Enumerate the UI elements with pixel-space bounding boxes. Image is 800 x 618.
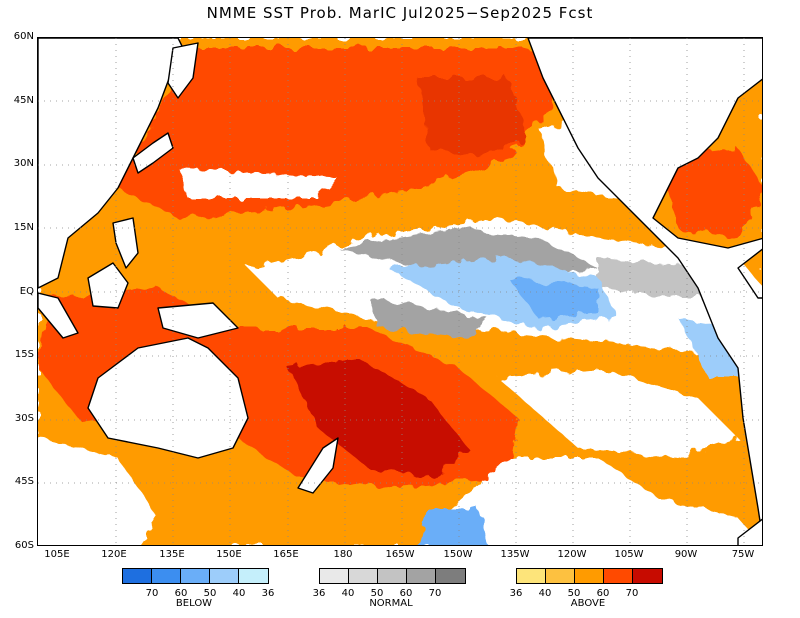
philippines-islands bbox=[112, 217, 139, 269]
swatch-below-40 bbox=[210, 569, 239, 583]
swatch-above-60 bbox=[604, 569, 633, 583]
lon-label-90w: 90W bbox=[674, 549, 698, 560]
legend-normal-tick: 36 bbox=[312, 588, 326, 599]
map-title: NMME SST Prob. MarIC Jul2025−Sep2025 Fcs… bbox=[206, 4, 594, 22]
south-indian-white-area bbox=[38, 438, 158, 545]
legend-normal-tick: 40 bbox=[341, 588, 355, 599]
legend-normal-tick: 70 bbox=[428, 588, 442, 599]
lon-label-150e: 150E bbox=[216, 549, 242, 560]
legend-above-label: ABOVE bbox=[570, 598, 606, 609]
legend-normal: 36 40 50 60 70 NORMAL bbox=[313, 568, 466, 609]
legend-normal-tick: 50 bbox=[370, 588, 384, 599]
legend-below-tick: 50 bbox=[203, 588, 217, 599]
legend-below: 70 60 50 40 36 BELOW bbox=[122, 568, 274, 609]
equatorial-strong-below-region bbox=[508, 278, 598, 318]
gulf-of-alaska-warm-region bbox=[418, 78, 528, 158]
south-equatorial-normal-region bbox=[368, 298, 488, 338]
lon-label-165w: 165W bbox=[385, 549, 415, 560]
lat-label-45s: 45S bbox=[14, 476, 34, 487]
new-zealand-islands bbox=[297, 437, 339, 494]
legend-above-tick: 40 bbox=[538, 588, 552, 599]
swatch-normal-36 bbox=[320, 569, 349, 583]
lon-label-150w: 150W bbox=[443, 549, 473, 560]
sumatra-island bbox=[38, 292, 79, 339]
swatch-normal-70 bbox=[436, 569, 465, 583]
legend-normal-tick: 60 bbox=[399, 588, 413, 599]
swatch-above-36 bbox=[517, 569, 546, 583]
swatch-above-70 bbox=[633, 569, 662, 583]
lon-label-105w: 105W bbox=[614, 549, 644, 560]
lon-label-180: 180 bbox=[333, 549, 353, 560]
lon-label-135e: 135E bbox=[159, 549, 185, 560]
lat-label-15s: 15S bbox=[14, 349, 34, 360]
south-pacific-strong-warm-region bbox=[288, 358, 468, 478]
lon-label-120e: 120E bbox=[101, 549, 127, 560]
legend-below-swatches bbox=[122, 568, 269, 584]
lat-label-15n: 15N bbox=[13, 222, 34, 233]
kamchatka-landmass bbox=[167, 42, 199, 99]
lat-label-60s: 60S bbox=[14, 540, 34, 551]
borneo-island bbox=[87, 262, 129, 309]
subtropical-white-band bbox=[178, 168, 338, 198]
new-guinea-island bbox=[157, 302, 239, 339]
swatch-below-60 bbox=[152, 569, 181, 583]
legend-below-label: BELOW bbox=[175, 598, 213, 609]
legend-below-tick: 70 bbox=[145, 588, 159, 599]
legend-above-tick: 50 bbox=[567, 588, 581, 599]
lon-label-75w: 75W bbox=[731, 549, 755, 560]
lon-label-120w: 120W bbox=[557, 549, 587, 560]
lat-label-30s: 30S bbox=[14, 413, 34, 424]
legend-below-tick: 40 bbox=[232, 588, 246, 599]
legend-normal-label: NORMAL bbox=[369, 598, 413, 609]
lon-label-165e: 165E bbox=[273, 549, 299, 560]
lat-label-eq: EQ bbox=[19, 286, 34, 297]
lat-label-45n: 45N bbox=[13, 95, 34, 106]
southern-ocean-white-area bbox=[419, 458, 762, 545]
lon-label-135w: 135W bbox=[500, 549, 530, 560]
se-pacific-white-area bbox=[498, 368, 738, 458]
lat-label-60n: 60N bbox=[13, 31, 34, 42]
japan-islands bbox=[132, 132, 174, 174]
sst-probability-map bbox=[37, 37, 763, 546]
legend-above-tick: 36 bbox=[509, 588, 523, 599]
australia-landmass bbox=[87, 337, 249, 459]
legend-above: 36 40 50 60 70 ABOVE bbox=[510, 568, 663, 609]
southern-ocean-below-region bbox=[418, 508, 488, 545]
map-canvas bbox=[38, 38, 762, 545]
swatch-below-70 bbox=[123, 569, 152, 583]
swatch-below-36 bbox=[239, 569, 268, 583]
legend-above-swatches bbox=[516, 568, 663, 584]
legend-above-tick: 60 bbox=[596, 588, 610, 599]
swatch-below-50 bbox=[181, 569, 210, 583]
swatch-normal-50 bbox=[378, 569, 407, 583]
north-america-landmass bbox=[527, 38, 762, 539]
graticule bbox=[38, 38, 762, 545]
antarctic-tip bbox=[737, 518, 762, 545]
legend-below-tick: 36 bbox=[261, 588, 275, 599]
legend-normal-swatches bbox=[319, 568, 466, 584]
legend-below-tick: 60 bbox=[174, 588, 188, 599]
lon-label-105e: 105E bbox=[44, 549, 70, 560]
swatch-above-40 bbox=[546, 569, 575, 583]
lat-label-30n: 30N bbox=[13, 158, 34, 169]
gulf-of-mexico-warm-region bbox=[658, 148, 762, 238]
legend-above-tick: 70 bbox=[625, 588, 639, 599]
swatch-normal-60 bbox=[407, 569, 436, 583]
swatch-normal-40 bbox=[349, 569, 378, 583]
swatch-above-50 bbox=[575, 569, 604, 583]
